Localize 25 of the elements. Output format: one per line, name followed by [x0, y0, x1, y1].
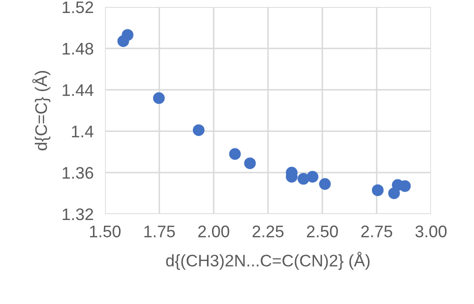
x-tick-label: 3.00 — [415, 226, 447, 238]
y-tick-label: 1.36 — [62, 167, 94, 179]
point — [117, 35, 130, 47]
y-axis-title: d{C=C} (Å) — [32, 71, 50, 150]
point — [372, 184, 384, 196]
x-tick-label: 2.00 — [198, 226, 230, 238]
y-tick-label: 1.48 — [62, 42, 94, 55]
point — [298, 172, 310, 185]
point — [229, 148, 241, 160]
y-tick-label: 1.44 — [62, 84, 94, 96]
point — [192, 124, 205, 136]
point — [153, 92, 165, 104]
x-tick-label: 2.75 — [361, 226, 392, 238]
point — [319, 178, 331, 190]
y-tick-label: 1.32 — [62, 208, 94, 220]
y-tick-label: 1.52 — [62, 1, 94, 14]
x-tick-label: 1.75 — [144, 226, 175, 238]
point — [388, 187, 400, 200]
x-axis-title: d{(CH3)2N...C=C(CN)2} (Å) — [166, 252, 370, 270]
x-tick-label: 1.50 — [90, 226, 121, 238]
point — [306, 170, 318, 183]
x-tick-label: 2.25 — [252, 226, 284, 238]
y-tick-label: 1.4 — [72, 126, 94, 138]
point — [244, 157, 256, 170]
x-tick-label: 2.50 — [306, 226, 338, 238]
